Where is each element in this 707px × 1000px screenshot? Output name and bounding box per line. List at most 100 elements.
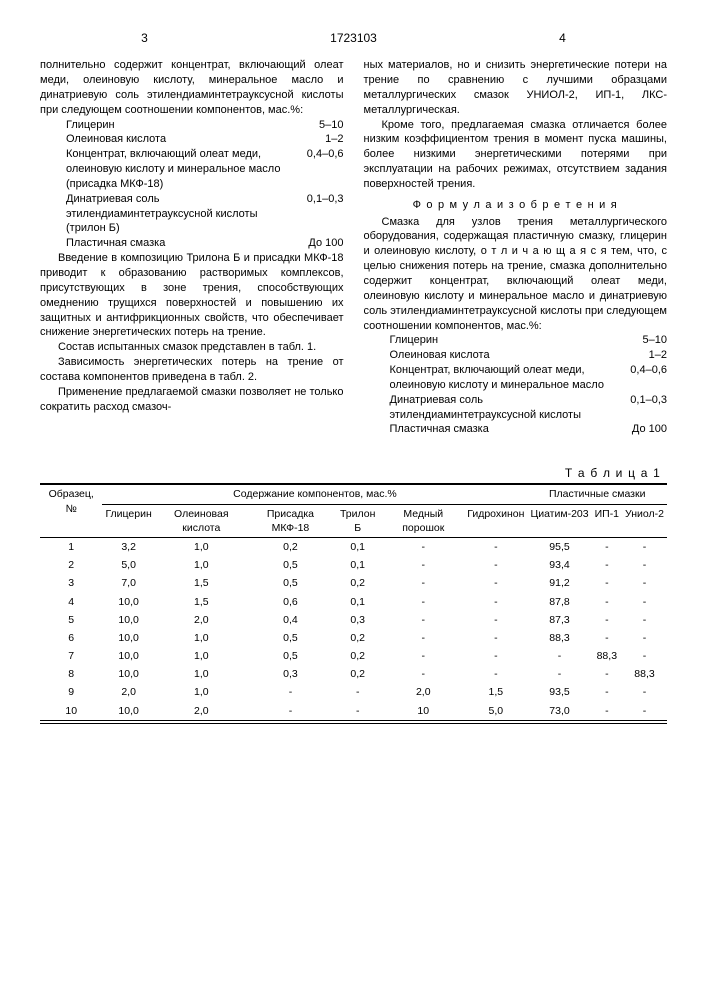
table-cell: 0,2 xyxy=(333,629,382,647)
composition-label: Пластичная смазка xyxy=(66,236,308,251)
table-cell: 1 xyxy=(40,537,102,556)
table-cell: - xyxy=(592,629,622,647)
table-cell: - xyxy=(464,556,527,574)
composition-value: До 100 xyxy=(632,422,667,437)
table-cell: 0,5 xyxy=(248,647,333,665)
table-cell: 87,3 xyxy=(527,611,591,629)
table-cell: - xyxy=(464,593,527,611)
table-cell: - xyxy=(592,611,622,629)
table-cell: 10,0 xyxy=(102,593,154,611)
table-cell: 0,4 xyxy=(248,611,333,629)
table-cell: - xyxy=(622,556,667,574)
composition-value: 0,4–0,6 xyxy=(307,147,344,192)
composition-value: 5–10 xyxy=(319,118,343,133)
table-cell: 0,2 xyxy=(333,574,382,592)
table-cell: 93,4 xyxy=(527,556,591,574)
table-cell: 1,5 xyxy=(464,683,527,701)
table-cell: 0,1 xyxy=(333,537,382,556)
table-cell: 3 xyxy=(40,574,102,592)
table-cell: - xyxy=(622,647,667,665)
composition-row: Пластичная смазкаДо 100 xyxy=(390,422,668,437)
table-row: 1010,02,0--105,073,0-- xyxy=(40,702,667,720)
table-col-header: Гидрохинон xyxy=(464,504,527,537)
composition-value: 1–2 xyxy=(325,132,343,147)
table-cell: - xyxy=(382,611,464,629)
two-column-body: полнительно содержит концентрат, включаю… xyxy=(40,58,667,437)
table-row: 510,02,00,40,3--87,3-- xyxy=(40,611,667,629)
table-col-header: Присадка МКФ-18 xyxy=(248,504,333,537)
composition-value: 0,4–0,6 xyxy=(630,363,667,393)
table-cell: - xyxy=(464,665,527,683)
table-cell: - xyxy=(527,647,591,665)
composition-label: Динатриевая соль этилендиаминтетрауксусн… xyxy=(390,393,631,423)
composition-value: 0,1–0,3 xyxy=(307,192,344,237)
composition-label: Пластичная смазка xyxy=(390,422,632,437)
composition-label: Концентрат, включающий олеат меди, олеин… xyxy=(390,363,631,393)
table-cell: - xyxy=(248,683,333,701)
table-cell: 0,5 xyxy=(248,574,333,592)
page-num-right: 4 xyxy=(458,30,667,46)
table-cell: - xyxy=(592,574,622,592)
table-cell: 1,5 xyxy=(155,593,248,611)
table-cell: - xyxy=(464,629,527,647)
composition-row: Олеиновая кислота1–2 xyxy=(390,348,668,363)
table-cell: - xyxy=(622,702,667,720)
table-row: 25,01,00,50,1--93,4-- xyxy=(40,556,667,574)
composition-row: Концентрат, включающий олеат меди, олеин… xyxy=(390,363,668,393)
table-cell: 2,0 xyxy=(102,683,154,701)
table-cell: - xyxy=(592,556,622,574)
composition-label: Олеиновая кислота xyxy=(390,348,649,363)
table-cell: 9 xyxy=(40,683,102,701)
composition-value: 5–10 xyxy=(643,333,667,348)
table-cell: - xyxy=(527,665,591,683)
table-caption: Т а б л и ц а 1 xyxy=(40,465,661,481)
table-cell: - xyxy=(592,683,622,701)
table-cell: 2 xyxy=(40,556,102,574)
table-cell: 10,0 xyxy=(102,629,154,647)
table-cell: 0,3 xyxy=(248,665,333,683)
composition-row: Концентрат, включающий олеат меди, олеин… xyxy=(66,147,344,192)
table-cell: 95,5 xyxy=(527,537,591,556)
composition-label: Динатриевая соль этилендиаминтетрауксусн… xyxy=(66,192,307,237)
table-cell: - xyxy=(382,556,464,574)
table-cell: - xyxy=(382,665,464,683)
table-cell: - xyxy=(592,665,622,683)
table-cell: 1,0 xyxy=(155,537,248,556)
composition-value: 1–2 xyxy=(649,348,667,363)
table-row: 37,01,50,50,2--91,2-- xyxy=(40,574,667,592)
table-cell: 1,0 xyxy=(155,629,248,647)
table-cell: 0,1 xyxy=(333,556,382,574)
table-cell: 5,0 xyxy=(102,556,154,574)
table-cell: - xyxy=(382,593,464,611)
table-col-header: Олеиновая кислота xyxy=(155,504,248,537)
composition-value: 0,1–0,3 xyxy=(630,393,667,423)
table-cell: 93,5 xyxy=(527,683,591,701)
table-cell: - xyxy=(382,629,464,647)
table-cell: 2,0 xyxy=(382,683,464,701)
left-tab2-para: Зависимость энергетических потерь на тре… xyxy=(40,355,344,385)
formula-title: Ф о р м у л а и з о б р е т е н и я xyxy=(364,198,668,213)
table-cell: - xyxy=(464,611,527,629)
table-cell: 88,3 xyxy=(622,665,667,683)
right-continuation-para: ных материалов, но и снизить энергетичес… xyxy=(364,58,668,117)
table-cell: 10,0 xyxy=(102,611,154,629)
table-cell: 0,2 xyxy=(248,537,333,556)
table-cell: - xyxy=(592,702,622,720)
table-col-header: Циатим-203 xyxy=(527,504,591,537)
table-cell: - xyxy=(333,702,382,720)
table-cell: - xyxy=(622,593,667,611)
right-moreover-para: Кроме того, предлагаемая смазка отличает… xyxy=(364,118,668,192)
table-cell: 0,6 xyxy=(248,593,333,611)
table-cell: 1,0 xyxy=(155,665,248,683)
table-cell: 10,0 xyxy=(102,702,154,720)
table-cell: 0,3 xyxy=(333,611,382,629)
right-formula-para: Смазка для узлов трения металлургическог… xyxy=(364,215,668,334)
composition-table: Образец, № Содержание компонентов, мас.%… xyxy=(40,484,667,719)
table-cell: 7 xyxy=(40,647,102,665)
composition-label: Глицерин xyxy=(390,333,643,348)
super-col-grease: Пластичные смазки xyxy=(527,485,667,504)
table-row: 92,01,0--2,01,593,5-- xyxy=(40,683,667,701)
table-cell: 3,2 xyxy=(102,537,154,556)
table-cell: 73,0 xyxy=(527,702,591,720)
composition-label: Глицерин xyxy=(66,118,319,133)
